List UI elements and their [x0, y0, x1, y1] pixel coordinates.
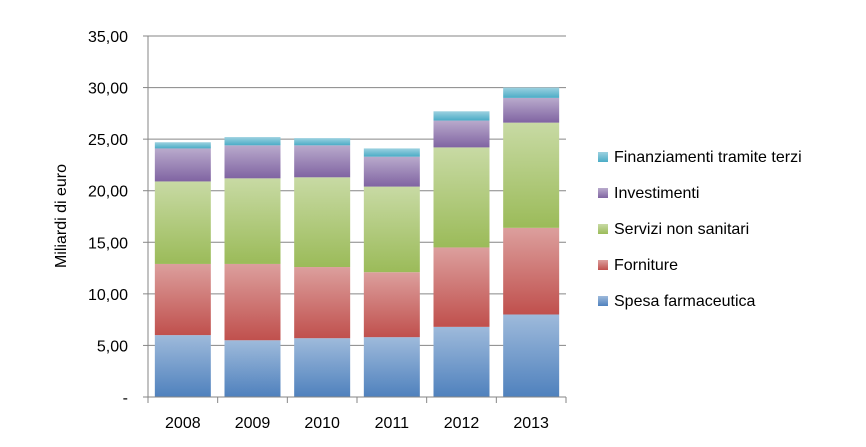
legend-swatch: [598, 152, 608, 162]
bar-segment-spesa-farmaceutica-2010: [294, 338, 351, 397]
x-tick-label: 2013: [513, 415, 549, 432]
y-tick-label: 15,00: [88, 235, 128, 252]
legend-item: Forniture: [598, 257, 678, 274]
x-tick-label: 2012: [444, 415, 480, 432]
legend-swatch: [598, 296, 608, 306]
legend-item: Finanziamenti tramite terzi: [598, 149, 802, 166]
legend-item: Servizi non sanitari: [598, 221, 749, 238]
legend-item: Investimenti: [598, 185, 699, 202]
x-tick-label: 2010: [304, 415, 340, 432]
bar-segment-investimenti-2008: [154, 148, 211, 182]
x-tick-label: 2008: [165, 415, 201, 432]
axes: [147, 36, 566, 398]
bar-segment-spesa-farmaceutica-2009: [224, 340, 281, 397]
bar-segment-investimenti-2009: [224, 145, 281, 179]
legend-label: Finanziamenti tramite terzi: [614, 149, 802, 166]
bar-segment-forniture-2012: [433, 247, 490, 327]
bar-segment-servizi-non-sanitari-2008: [154, 181, 211, 264]
bar-segment-servizi-non-sanitari-2010: [294, 177, 351, 268]
y-tick-labels: - 5,00 10,00 15,00 20,00 25,00 30,00 35,00: [88, 29, 128, 407]
bar-segment-spesa-farmaceutica-2011: [363, 337, 420, 397]
y-tick-label: 30,00: [88, 81, 128, 98]
y-tick-label: -: [123, 390, 128, 407]
bar-segment-forniture-2010: [294, 267, 351, 339]
legend-label: Servizi non sanitari: [614, 221, 749, 238]
legend: Finanziamenti tramite terzi Investimenti S…: [598, 149, 802, 310]
bar-segment-finanziamenti-tramite-terzi-2008: [154, 142, 211, 149]
y-tick-label: 25,00: [88, 132, 128, 149]
x-tick-label: 2011: [375, 415, 410, 432]
legend-label: Investimenti: [614, 185, 699, 202]
legend-swatch: [598, 224, 608, 234]
bar-segment-servizi-non-sanitari-2009: [224, 178, 281, 264]
bars: [154, 87, 560, 397]
bar-segment-investimenti-2011: [363, 156, 420, 187]
bar-segment-forniture-2013: [503, 227, 560, 315]
bar-segment-servizi-non-sanitari-2011: [363, 186, 420, 273]
legend-item: Spesa farmaceutica: [598, 293, 756, 310]
y-axis-label: Miliardi di euro: [53, 164, 70, 268]
bar-segment-finanziamenti-tramite-terzi-2010: [294, 138, 351, 146]
bar-segment-investimenti-2012: [433, 120, 490, 148]
bar-segment-spesa-farmaceutica-2008: [154, 335, 211, 397]
bar-segment-forniture-2011: [363, 272, 420, 338]
bar-segment-spesa-farmaceutica-2012: [433, 326, 490, 397]
bar-segment-finanziamenti-tramite-terzi-2011: [363, 148, 420, 157]
bar-segment-finanziamenti-tramite-terzi-2012: [433, 111, 490, 121]
y-tick-label: 10,00: [88, 287, 128, 304]
legend-swatch: [598, 188, 608, 198]
y-tick-label: 35,00: [88, 29, 128, 46]
bar-segment-investimenti-2013: [503, 97, 560, 123]
bar-segment-spesa-farmaceutica-2013: [503, 314, 560, 397]
bar-segment-servizi-non-sanitari-2012: [433, 147, 490, 248]
legend-swatch: [598, 260, 608, 270]
gridlines: [143, 35, 567, 403]
bar-segment-forniture-2009: [224, 263, 281, 341]
y-tick-label: 5,00: [97, 338, 128, 355]
bar-segment-finanziamenti-tramite-terzi-2009: [224, 137, 281, 146]
legend-label: Forniture: [614, 257, 678, 274]
x-tick-labels: 2008 2009 2010 2011 2012 2013: [165, 415, 549, 432]
bar-segment-finanziamenti-tramite-terzi-2013: [503, 87, 560, 98]
y-tick-label: 20,00: [88, 184, 128, 201]
bar-segment-forniture-2008: [154, 263, 211, 336]
legend-label: Spesa farmaceutica: [614, 293, 756, 310]
bar-segment-investimenti-2010: [294, 145, 351, 178]
x-tick-label: 2009: [235, 415, 271, 432]
bar-segment-servizi-non-sanitari-2013: [503, 122, 560, 228]
